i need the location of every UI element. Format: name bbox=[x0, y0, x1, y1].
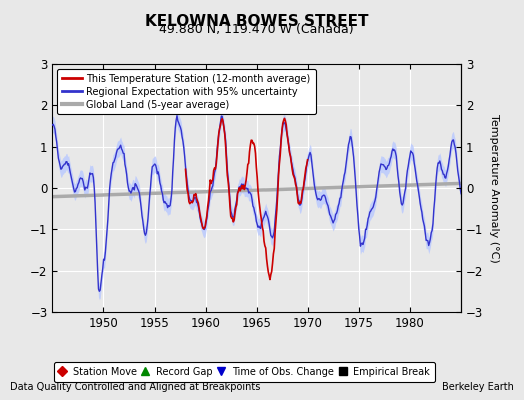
Y-axis label: Temperature Anomaly (°C): Temperature Anomaly (°C) bbox=[489, 114, 499, 262]
Text: 49.880 N, 119.470 W (Canada): 49.880 N, 119.470 W (Canada) bbox=[159, 23, 354, 36]
Text: Berkeley Earth: Berkeley Earth bbox=[442, 382, 514, 392]
Text: Data Quality Controlled and Aligned at Breakpoints: Data Quality Controlled and Aligned at B… bbox=[10, 382, 261, 392]
Text: KELOWNA BOWES STREET: KELOWNA BOWES STREET bbox=[145, 14, 368, 29]
Legend: Station Move, Record Gap, Time of Obs. Change, Empirical Break: Station Move, Record Gap, Time of Obs. C… bbox=[54, 362, 435, 382]
